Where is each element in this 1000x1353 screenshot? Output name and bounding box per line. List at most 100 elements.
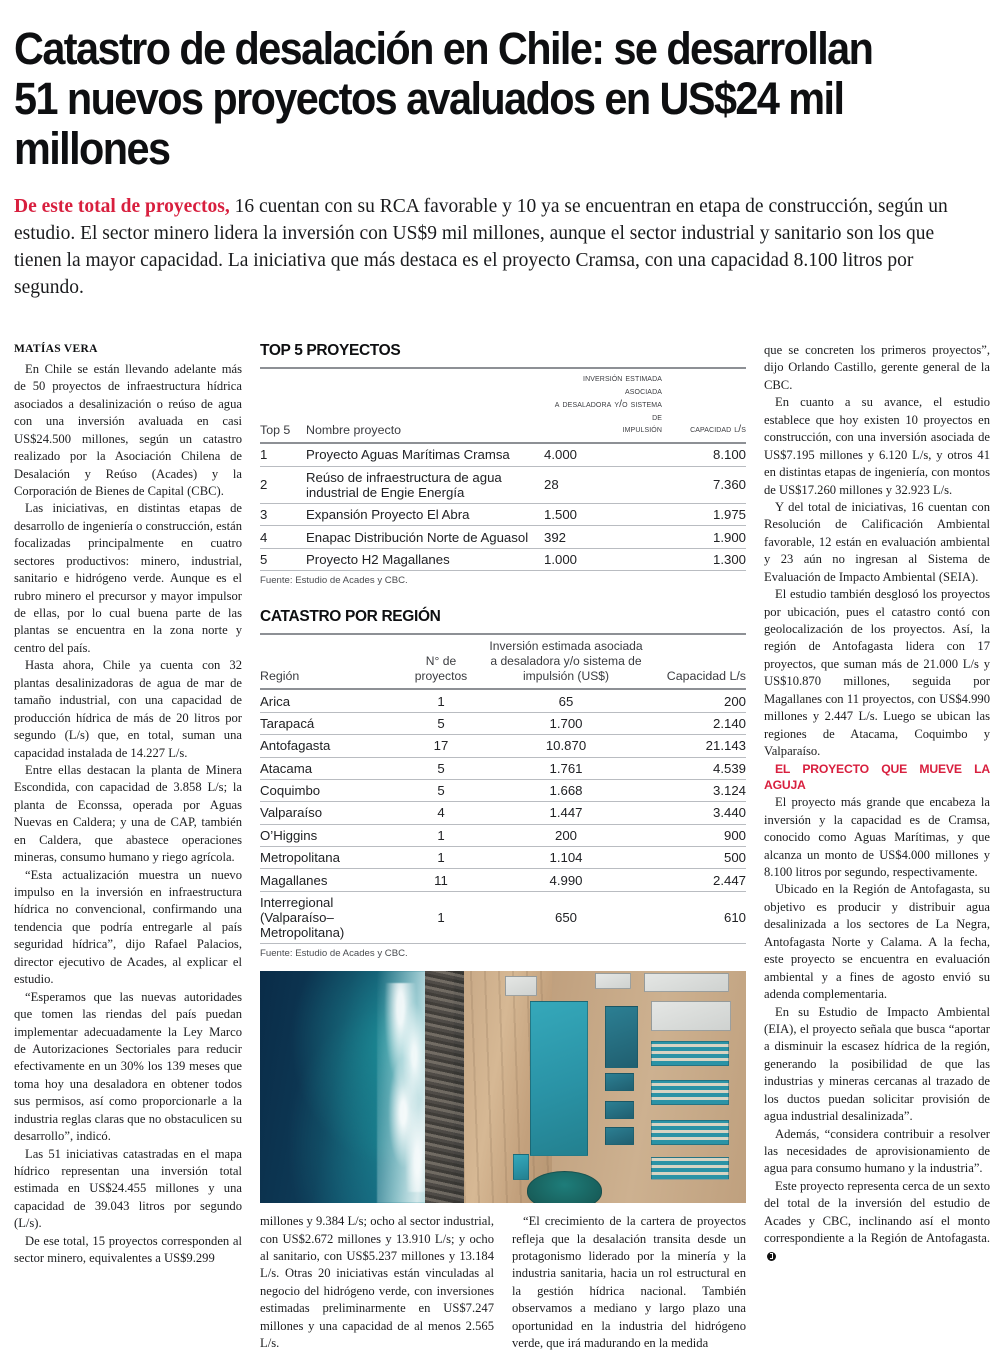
cell-investment: 1.104 bbox=[478, 846, 654, 870]
paragraph: “Esta actualización muestra un nuevo imp… bbox=[14, 867, 242, 987]
cell-investment: 650 bbox=[478, 891, 654, 945]
cell-investment: 1.761 bbox=[478, 757, 654, 780]
cell-capacity: 7.360 bbox=[662, 466, 746, 505]
th-region: Región bbox=[260, 669, 300, 684]
cell-name: Proyecto Aguas Marítimas Cramsa bbox=[306, 443, 544, 467]
cell-count: 1 bbox=[404, 891, 478, 945]
cell-region: O’Higgins bbox=[260, 824, 404, 848]
paragraph: El proyecto más grande que encabeza la i… bbox=[764, 795, 990, 880]
photo-structure-top-c bbox=[643, 973, 729, 992]
th-count-line1: N° de bbox=[425, 653, 457, 668]
photo-shed-a bbox=[605, 1073, 634, 1092]
cell-capacity: 2.140 bbox=[654, 712, 746, 736]
table-header-row: Top 5 Nombre proyecto Inversión estimada… bbox=[260, 368, 746, 444]
left-column: MATÍAS VERA En Chile se están llevando a… bbox=[14, 342, 243, 1265]
section-heading: EL PROYECTO QUE MUEVE LA AGUJA bbox=[764, 761, 990, 793]
photo-tank-row-4 bbox=[651, 1156, 729, 1180]
th-rank: Top 5 bbox=[260, 423, 291, 438]
under-photo-text: millones y 9.384 L/s; ocho al sector ind… bbox=[260, 1213, 746, 1353]
photo-shed-b bbox=[605, 1101, 634, 1120]
cell-region: Metropolitana bbox=[260, 846, 404, 870]
cell-region: Valparaíso bbox=[260, 801, 404, 825]
cell-region: Interregional (Valparaíso– Metropolitana… bbox=[260, 891, 404, 945]
table-row: Arica 1 65 200 bbox=[260, 689, 746, 713]
th-investment-line3: impulsión bbox=[622, 424, 662, 436]
paragraph: Entre ellas destacan la planta de Minera… bbox=[14, 762, 242, 865]
th-investment-line1: Inversión estimada asociada bbox=[583, 373, 662, 397]
cell-capacity: 1.975 bbox=[662, 503, 746, 527]
table-row: Interregional (Valparaíso– Metropolitana… bbox=[260, 891, 746, 945]
th-capacity: Capacidad L/s bbox=[666, 669, 746, 684]
top5-table-source: Fuente: Estudio de Acades y CBC. bbox=[260, 575, 408, 587]
cell-capacity: 200 bbox=[654, 689, 746, 713]
table-row: 5 Proyecto H2 Magallanes 1.000 1.300 bbox=[260, 548, 746, 572]
lead-body: 16 cuentan con su RCA favorable y 10 ya … bbox=[14, 195, 948, 298]
cell-capacity: 900 bbox=[654, 824, 746, 848]
table-row: 1 Proyecto Aguas Marítimas Cramsa 4.000 … bbox=[260, 443, 746, 467]
under-photo-right-column: “El crecimiento de la cartera de proyect… bbox=[512, 1213, 746, 1353]
cell-capacity: 610 bbox=[654, 891, 746, 945]
cell-investment: 1.700 bbox=[478, 712, 654, 736]
cell-count: 1 bbox=[404, 824, 478, 848]
cell-investment: 4.000 bbox=[544, 443, 662, 467]
paragraph: Las iniciativas, en distintas etapas de … bbox=[14, 501, 243, 655]
photo-tank-row-2 bbox=[651, 1080, 729, 1106]
cell-rank: 5 bbox=[260, 548, 306, 572]
cell-investment: 1.447 bbox=[478, 801, 654, 825]
cell-rank: 2 bbox=[260, 466, 306, 505]
article-columns: MATÍAS VERA En Chile se están llevando a… bbox=[14, 342, 990, 1350]
cell-investment: 1.000 bbox=[544, 548, 662, 572]
cell-rank: 3 bbox=[260, 503, 306, 527]
cell-count: 11 bbox=[404, 868, 478, 892]
paragraph: Ubicado en la Región de Antofagasta, su … bbox=[764, 882, 990, 1002]
photo-tank-row-3 bbox=[651, 1119, 729, 1145]
middle-column: TOP 5 PROYECTOS Top 5 Nombre proyecto In… bbox=[260, 342, 746, 1350]
cell-count: 5 bbox=[404, 757, 478, 780]
cell-capacity: 3.440 bbox=[654, 801, 746, 825]
paragraph: Este proyecto representa cerca de un sex… bbox=[764, 1178, 990, 1246]
paragraph: En su Estudio de Impacto Ambiental (EIA)… bbox=[764, 1004, 990, 1124]
table-row: Atacama 5 1.761 4.539 bbox=[260, 757, 746, 780]
photo-building-main bbox=[529, 1001, 588, 1157]
cell-region: Coquimbo bbox=[260, 779, 404, 803]
th-investment-line1: Inversión estimada asociada bbox=[489, 639, 643, 654]
cell-investment: 10.870 bbox=[478, 734, 654, 758]
cell-investment: 65 bbox=[478, 689, 654, 713]
cell-region: Atacama bbox=[260, 757, 404, 780]
table-row: Coquimbo 5 1.668 3.124 bbox=[260, 779, 746, 803]
table-header-row: Región N° de proyectos Inversión estimad… bbox=[260, 634, 746, 690]
cell-capacity: 1.900 bbox=[662, 525, 746, 549]
cell-capacity: 21.143 bbox=[654, 734, 746, 758]
cell-count: 5 bbox=[404, 712, 478, 736]
cell-count: 1 bbox=[404, 689, 478, 713]
th-investment: Inversión estimada asociada a desaladora… bbox=[544, 368, 662, 443]
paragraph: El estudio también desglosó los proyecto… bbox=[764, 587, 990, 759]
cell-investment: 200 bbox=[478, 824, 654, 848]
photo-building-secondary bbox=[605, 1005, 638, 1069]
top5-table-block: TOP 5 PROYECTOS Top 5 Nombre proyecto In… bbox=[260, 342, 746, 586]
cell-count: 5 bbox=[404, 779, 478, 803]
table-row: 4 Enapac Distribución Norte de Aguasol 3… bbox=[260, 525, 746, 549]
table-row: Magallanes 11 4.990 2.447 bbox=[260, 868, 746, 892]
th-investment-line2: a desaladora y/o sistema de bbox=[554, 398, 662, 423]
th-investment: Inversión estimada asociada a desaladora… bbox=[478, 634, 654, 689]
cell-name: Proyecto H2 Magallanes bbox=[306, 548, 544, 572]
cell-region: Magallanes bbox=[260, 868, 404, 892]
table-row: O’Higgins 1 200 900 bbox=[260, 824, 746, 848]
th-count-line2: proyectos bbox=[414, 668, 468, 683]
cell-name: Reúso de infraestructura de agua industr… bbox=[306, 466, 544, 505]
region-table-title: CATASTRO POR REGIÓN bbox=[260, 608, 441, 626]
paragraph: En cuanto a su avance, el estudio establ… bbox=[764, 395, 990, 497]
cell-rank: 4 bbox=[260, 525, 306, 549]
table-row: Valparaíso 4 1.447 3.440 bbox=[260, 801, 746, 825]
cell-capacity: 3.124 bbox=[654, 779, 746, 803]
cell-capacity: 2.447 bbox=[654, 868, 746, 892]
cell-count: 1 bbox=[404, 846, 478, 870]
page-title: Catastro de desalación en Chile: se desa… bbox=[14, 23, 874, 174]
end-mark-icon bbox=[767, 1251, 776, 1261]
photo-structure-top-a bbox=[505, 975, 537, 997]
region-table-source: Fuente: Estudio de Acades y CBC. bbox=[260, 948, 408, 960]
top5-table: Top 5 Nombre proyecto Inversión estimada… bbox=[260, 367, 746, 572]
photo-shed-c bbox=[605, 1126, 634, 1145]
paragraph: “El crecimiento de la cartera de proyect… bbox=[512, 1214, 746, 1351]
